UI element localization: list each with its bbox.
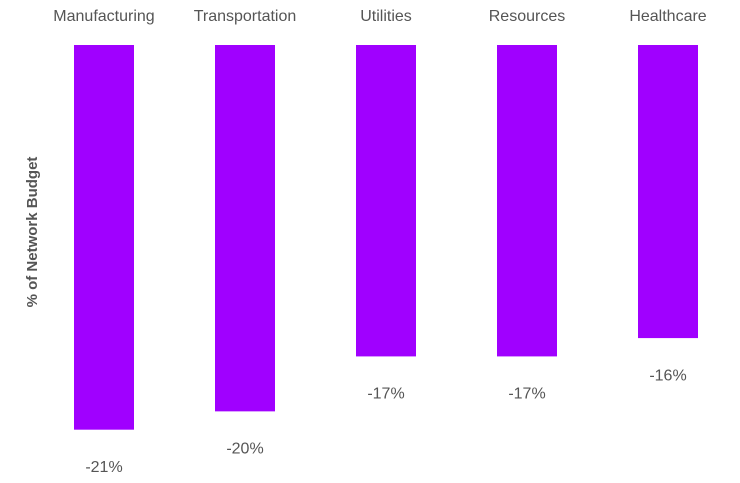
bar <box>74 45 134 430</box>
x-tick-label: Transportation <box>194 8 297 25</box>
data-label: -17% <box>508 386 545 403</box>
data-label: -17% <box>367 386 404 403</box>
x-tick-label: Healthcare <box>629 8 706 25</box>
bar <box>497 45 557 357</box>
x-tick-label: Utilities <box>360 8 412 25</box>
x-tick-label: Resources <box>489 8 565 25</box>
bar <box>638 45 698 339</box>
bar <box>215 45 275 412</box>
data-label: -21% <box>85 459 122 476</box>
y-axis-title: % of Network Budget <box>24 157 41 308</box>
data-label: -20% <box>226 441 263 458</box>
bar <box>356 45 416 357</box>
data-label: -16% <box>649 367 686 384</box>
x-tick-label: Manufacturing <box>53 8 154 25</box>
